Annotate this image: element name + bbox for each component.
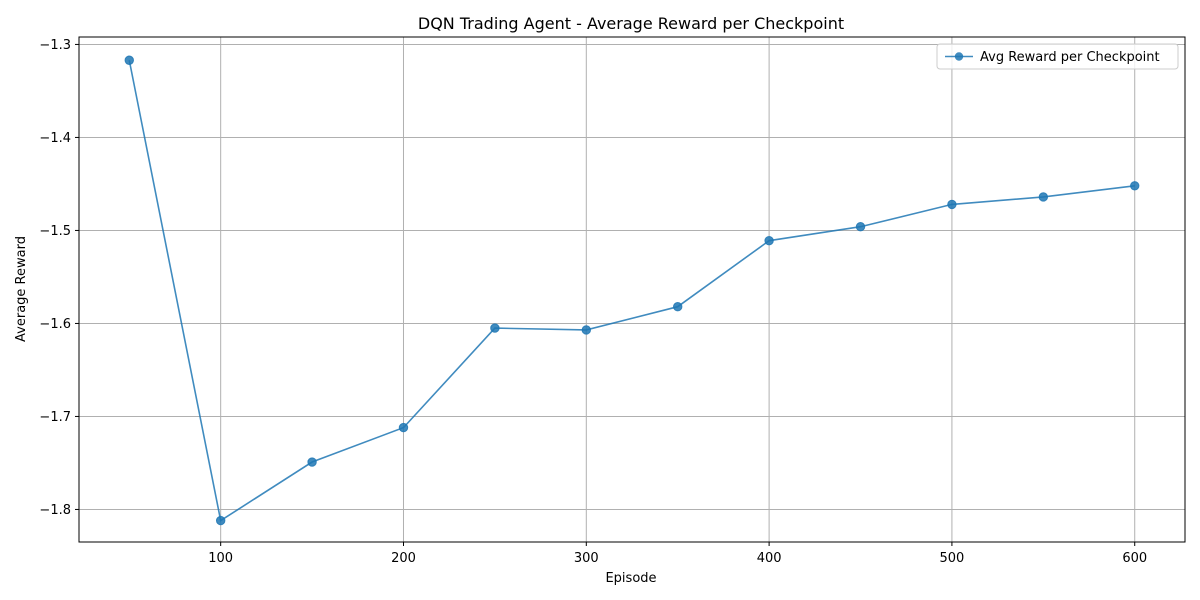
y-tick-label: −1.5 [39, 224, 71, 239]
axis-ticks: 100 200 300 400 500 600 −1.8 −1.7 −1.6 −1.5 −1.4 −1… [39, 38, 1147, 566]
data-point [307, 457, 317, 467]
chart-title: DQN Trading Agent - Average Reward per C… [418, 14, 844, 33]
data-point [947, 199, 957, 210]
data-point [1038, 192, 1049, 202]
x-tick-label: 300 [574, 551, 599, 566]
x-tick-label: 100 [208, 551, 233, 566]
y-axis-title: Average Reward [14, 236, 29, 342]
data-point [855, 222, 866, 232]
x-tick-label: 600 [1122, 551, 1147, 566]
legend: Avg Reward per Checkpoint [936, 43, 1179, 70]
series-layer [124, 55, 1140, 526]
data-point [581, 325, 591, 335]
x-axis-title: Episode [605, 571, 656, 586]
x-tick-label: 200 [391, 551, 416, 566]
y-tick-label: −1.7 [39, 410, 71, 425]
data-point [490, 323, 500, 333]
data-point [124, 55, 134, 65]
legend-marker [954, 52, 964, 61]
y-tick-label: −1.4 [39, 131, 71, 146]
grid-lines [79, 37, 1185, 542]
legend-label: Avg Reward per Checkpoint [980, 50, 1160, 65]
y-tick-label: −1.8 [39, 503, 71, 518]
data-point [764, 235, 774, 246]
series-line [128, 60, 1135, 522]
legend-box [936, 43, 1179, 70]
x-tick-label: 500 [940, 551, 965, 566]
data-point [215, 515, 226, 526]
y-tick-label: −1.6 [39, 317, 71, 332]
data-point [673, 302, 683, 312]
data-point [1130, 181, 1140, 191]
y-tick-label: −1.3 [39, 38, 71, 53]
x-tick-label: 400 [757, 551, 782, 566]
plot-area-frame [78, 36, 1186, 543]
data-point [398, 422, 409, 433]
